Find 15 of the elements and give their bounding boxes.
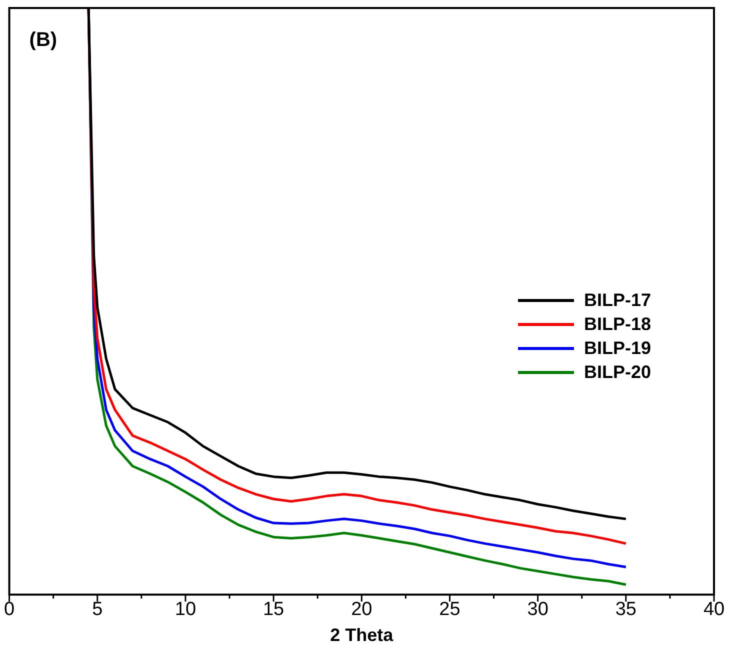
- legend-label: BILP-20: [584, 362, 652, 382]
- x-tick-label: 20: [351, 599, 372, 620]
- x-axis-title: 2 Theta: [330, 625, 394, 646]
- x-tick-label: 15: [262, 599, 284, 620]
- x-tick-label: 5: [92, 599, 103, 620]
- x-tick-label: 0: [4, 599, 15, 620]
- x-tick-label: 25: [439, 599, 460, 620]
- x-tick-label: 40: [703, 599, 725, 620]
- legend-label: BILP-19: [584, 338, 652, 358]
- x-tick-label: 30: [527, 599, 548, 620]
- x-tick-label: 35: [615, 599, 636, 620]
- legend-label: BILP-17: [584, 290, 652, 310]
- legend-label: BILP-18: [584, 314, 652, 334]
- x-tick-label: 10: [174, 599, 196, 620]
- annotation: (B): [29, 29, 58, 51]
